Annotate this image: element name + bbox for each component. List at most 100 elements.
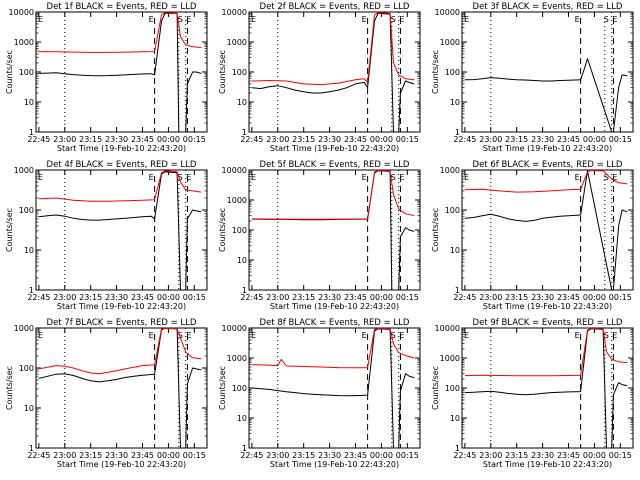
chart-title: Det 3f BLACK = Events, RED = LLD (473, 2, 623, 12)
marker-label: S (178, 331, 183, 340)
x-tick-label: 00:15 (609, 451, 632, 460)
y-axis-label: Counts/sec (431, 366, 440, 410)
x-tick-label: 23:15 (79, 451, 102, 460)
y-tick-label: 1000 (440, 354, 460, 363)
marker-label-start: E (464, 15, 469, 24)
marker-label: E (612, 15, 617, 24)
events-series-line (464, 170, 628, 290)
lld-series-line (251, 170, 415, 220)
lld-series-line (38, 328, 202, 375)
x-tick-label: 23:30 (105, 135, 128, 144)
marker-label: E (575, 173, 580, 182)
marker-label-start: E (251, 331, 256, 340)
marker-label: E (362, 331, 367, 340)
x-tick-label: 23:15 (292, 293, 315, 302)
x-tick-label: 22:45 (453, 135, 476, 144)
chart-title: Det 5f BLACK = Events, RED = LLD (260, 160, 410, 170)
x-tick-label: 23:15 (505, 135, 528, 144)
y-tick-label: 1 (29, 286, 34, 295)
x-axis-label: Start Time (19-Feb-10 22:43:20) (483, 460, 612, 469)
chart-title: Det 2f BLACK = Events, RED = LLD (260, 2, 410, 12)
x-tick-label: 00:15 (396, 451, 419, 460)
x-tick-label: 23:45 (344, 135, 367, 144)
x-axis-label: Start Time (19-Feb-10 22:43:20) (483, 302, 612, 311)
y-tick-label: 10000 (9, 8, 34, 17)
plot-frame (248, 169, 421, 291)
x-tick-label: 00:00 (583, 135, 606, 144)
chart-title: Det 4f BLACK = Events, RED = LLD (47, 160, 197, 170)
events-series-line (251, 12, 415, 132)
y-tick-label: 100 (232, 68, 247, 77)
y-tick-label: 1 (242, 444, 247, 453)
x-tick-label: 23:45 (557, 451, 580, 460)
marker-label-start: E (38, 15, 43, 24)
x-tick-label: 23:30 (105, 293, 128, 302)
detector-panel-6: Det 6f BLACK = Events, RED = LLD 1 10 100 10… (431, 160, 634, 311)
x-tick-label: 22:45 (27, 293, 50, 302)
x-axis-label: Start Time (19-Feb-10 22:43:20) (483, 144, 612, 153)
marker-label: E (362, 15, 367, 24)
marker-label: E (399, 331, 404, 340)
x-tick-label: 23:15 (79, 135, 102, 144)
y-tick-label: 1 (455, 444, 460, 453)
x-tick-label: 00:15 (396, 135, 419, 144)
events-series-line (251, 328, 415, 448)
y-tick-label: 10 (237, 414, 247, 423)
plot-frame (461, 169, 634, 291)
y-tick-label: 100 (445, 68, 460, 77)
x-tick-label: 23:45 (131, 451, 154, 460)
x-tick-label: 22:45 (27, 451, 50, 460)
marker-label: S (604, 15, 609, 24)
detector-panel-3: Det 3f BLACK = Events, RED = LLD 1 10 100 10… (431, 2, 634, 153)
lld-series-line (38, 12, 202, 53)
y-axis-label: Counts/sec (5, 366, 14, 410)
x-tick-label: 23:15 (79, 293, 102, 302)
lld-series-line (464, 170, 628, 193)
y-tick-label: 10000 (222, 324, 247, 333)
series-group (251, 12, 415, 132)
x-tick-label: 23:30 (318, 451, 341, 460)
x-tick-label: 00:15 (609, 135, 632, 144)
plot-frame (461, 327, 634, 449)
x-axis-label: Start Time (19-Feb-10 22:43:20) (57, 460, 186, 469)
x-tick-label: 23:30 (531, 451, 554, 460)
events-series-line (38, 328, 202, 448)
x-tick-label: 23:45 (131, 135, 154, 144)
detector-panel-1: Det 1f BLACK = Events, RED = LLD 1 10 100 10… (5, 2, 208, 153)
marker-label: E (399, 173, 404, 182)
y-tick-label: 1000 (227, 354, 247, 363)
marker-label: E (399, 15, 404, 24)
series-group (464, 170, 628, 290)
events-series-line (38, 12, 202, 132)
x-tick-label: 23:30 (531, 293, 554, 302)
y-axis-label: Counts/sec (431, 208, 440, 252)
y-tick-label: 1 (242, 128, 247, 137)
detector-panel-2: Det 2f BLACK = Events, RED = LLD 1 10 100 10… (218, 2, 421, 153)
marker-label-start: E (38, 331, 43, 340)
marker-label: E (612, 331, 617, 340)
x-tick-label: 22:45 (240, 135, 263, 144)
marker-label: S (178, 15, 183, 24)
x-tick-label: 00:00 (157, 135, 180, 144)
x-tick-label: 22:45 (240, 451, 263, 460)
y-tick-label: 1000 (227, 196, 247, 205)
y-tick-label: 10 (24, 98, 34, 107)
x-tick-label: 23:00 (266, 451, 289, 460)
y-axis-label: Counts/sec (5, 50, 14, 94)
series-group (38, 12, 202, 132)
detector-panel-8: Det 8f BLACK = Events, RED = LLD 1 10 100 10… (218, 318, 421, 469)
chart-title: Det 8f BLACK = Events, RED = LLD (260, 318, 410, 328)
y-tick-label: 10000 (222, 166, 247, 175)
series-group (464, 328, 628, 448)
plot-frame (35, 169, 208, 291)
y-tick-label: 10 (24, 246, 34, 255)
lld-series-line (38, 170, 202, 202)
marker-label: S (178, 173, 183, 182)
y-tick-label: 10 (450, 414, 460, 423)
marker-label-start: E (464, 173, 469, 182)
x-axis-label: Start Time (19-Feb-10 22:43:20) (270, 460, 399, 469)
events-series-line (464, 328, 628, 448)
y-tick-label: 1000 (14, 324, 34, 333)
marker-label-start: E (251, 173, 256, 182)
detector-panel-7: Det 7f BLACK = Events, RED = LLD 1 10 100 10… (5, 318, 208, 469)
